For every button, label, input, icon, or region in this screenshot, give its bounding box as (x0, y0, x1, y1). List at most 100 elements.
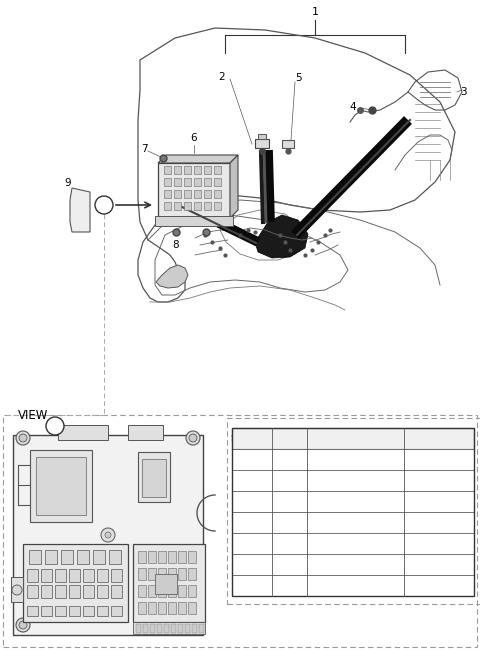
Bar (255, 139, 269, 148)
Bar (164, 624, 169, 633)
Text: 9: 9 (65, 178, 72, 188)
Bar (194, 178, 201, 186)
Text: FUSE-MINI: FUSE-MINI (330, 497, 381, 506)
Bar (174, 190, 181, 198)
Text: 15: 15 (281, 558, 298, 571)
Text: d: d (73, 590, 76, 593)
Circle shape (19, 621, 27, 629)
Bar (188, 602, 196, 614)
Bar (194, 190, 201, 198)
Bar (150, 624, 155, 633)
Bar (138, 551, 146, 563)
Bar (171, 624, 176, 633)
Text: c: c (115, 609, 118, 613)
Text: g: g (249, 580, 255, 590)
Bar (138, 602, 146, 614)
Bar (194, 166, 201, 174)
Bar (97, 585, 108, 598)
Bar (83, 569, 94, 582)
Text: 7: 7 (141, 144, 147, 154)
Text: e: e (249, 538, 255, 549)
Text: c: c (46, 609, 48, 613)
Bar (174, 178, 181, 186)
Bar (30, 450, 92, 522)
Bar (232, 470, 474, 491)
Circle shape (189, 621, 197, 629)
Bar (178, 585, 186, 597)
Bar (168, 585, 176, 597)
Text: d: d (87, 590, 90, 593)
Circle shape (95, 196, 113, 214)
Polygon shape (230, 155, 238, 218)
Bar (83, 606, 94, 616)
Text: 30A: 30A (430, 560, 448, 569)
Bar (13, 435, 203, 635)
Bar (164, 178, 171, 186)
Bar (174, 166, 181, 174)
Bar (111, 585, 122, 598)
Bar (133, 622, 205, 634)
Bar (184, 190, 191, 198)
Text: a: a (31, 609, 34, 613)
Text: b: b (65, 554, 69, 560)
Bar (77, 550, 89, 564)
Text: a: a (101, 609, 104, 613)
Text: FUSE-SLOW BLOW: FUSE-SLOW BLOW (311, 580, 400, 590)
Bar (185, 624, 190, 633)
Circle shape (16, 618, 30, 632)
Bar (168, 551, 176, 563)
Text: A: A (51, 421, 59, 430)
Bar (155, 574, 177, 594)
Text: 16: 16 (281, 579, 298, 592)
Polygon shape (70, 188, 90, 232)
Circle shape (101, 528, 115, 542)
Circle shape (105, 532, 111, 538)
Circle shape (16, 431, 30, 445)
Circle shape (46, 417, 64, 435)
Bar (157, 624, 162, 633)
Circle shape (186, 618, 200, 632)
Bar (178, 568, 186, 580)
Bar (199, 624, 204, 633)
Bar (148, 602, 156, 614)
Bar (138, 452, 170, 502)
Text: 20A: 20A (430, 517, 448, 528)
Bar (204, 166, 211, 174)
Text: c: c (31, 590, 34, 593)
Text: f: f (250, 560, 254, 569)
Polygon shape (158, 155, 238, 163)
Bar (45, 550, 57, 564)
Text: 10A: 10A (430, 476, 448, 486)
Bar (36, 457, 86, 515)
Bar (41, 569, 52, 582)
Text: a: a (59, 573, 62, 577)
Text: b: b (97, 554, 101, 560)
Text: FUSE-MINI: FUSE-MINI (330, 517, 381, 528)
Bar (232, 428, 474, 596)
Bar (158, 163, 230, 218)
Bar (214, 166, 221, 174)
Bar (148, 585, 156, 597)
Bar (158, 585, 166, 597)
Text: a: a (49, 554, 52, 560)
Text: 8: 8 (173, 240, 180, 250)
Bar (232, 449, 474, 470)
Text: a: a (73, 609, 76, 613)
Bar (168, 602, 176, 614)
Bar (55, 606, 66, 616)
Bar (148, 551, 156, 563)
Text: e: e (101, 573, 104, 577)
Text: 12: 12 (281, 495, 298, 508)
Bar (97, 606, 108, 616)
Text: KEY NO.: KEY NO. (269, 434, 310, 443)
Bar (11, 577, 23, 602)
Bar (136, 624, 141, 633)
Bar (232, 512, 474, 533)
Text: d: d (249, 517, 255, 528)
Bar (188, 568, 196, 580)
Bar (109, 550, 121, 564)
Bar (178, 602, 186, 614)
Bar (168, 568, 176, 580)
Text: d: d (87, 573, 90, 577)
Bar (155, 216, 233, 226)
